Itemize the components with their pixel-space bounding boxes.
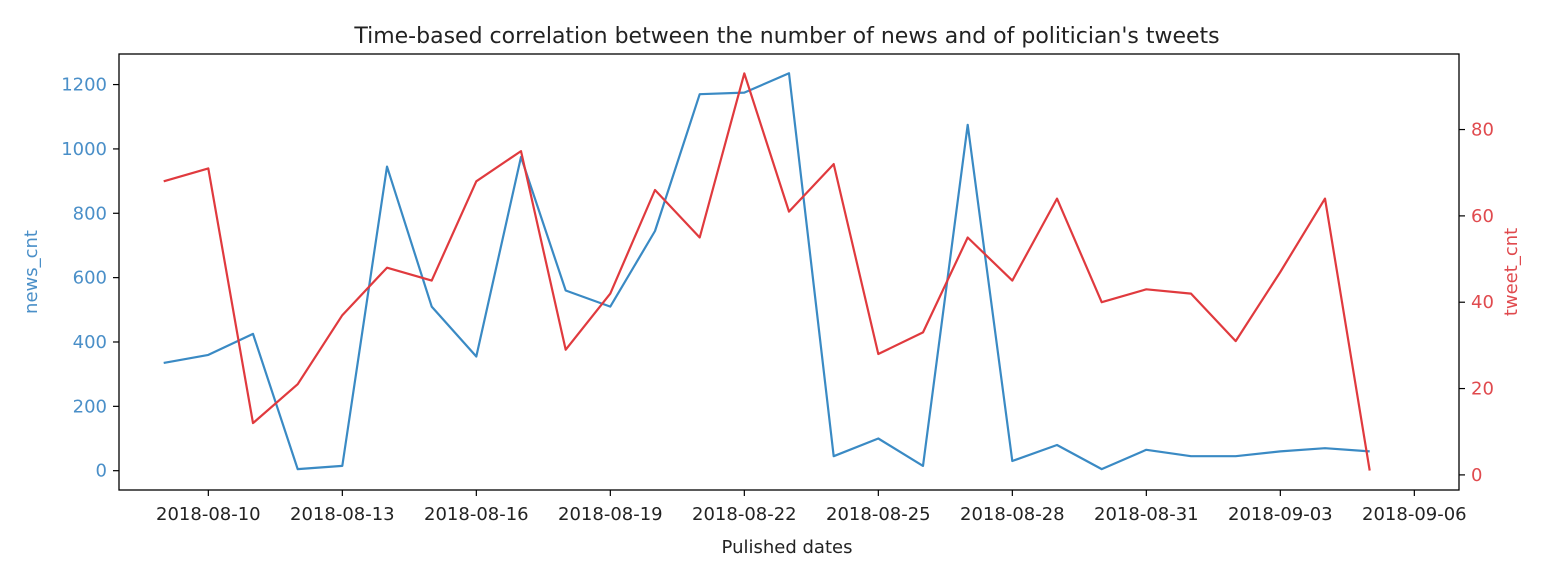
y-left-tick-label: 800 <box>73 203 107 224</box>
x-axis-label: Pulished dates <box>722 537 853 558</box>
y-left-tick-label: 600 <box>73 268 107 289</box>
axes-layer <box>118 53 1460 491</box>
y-left-tick-label: 200 <box>73 396 107 417</box>
y-right-tick-label: 80 <box>1471 120 1494 141</box>
y-left-tick-label: 1000 <box>61 139 107 160</box>
y-left-tick-label: 400 <box>73 332 107 353</box>
y-right-tick-label: 60 <box>1471 206 1494 227</box>
x-tick-label: 2018-08-16 <box>424 504 529 525</box>
x-tick-label: 2018-08-25 <box>826 504 931 525</box>
y-left-tick-label: 1200 <box>61 75 107 96</box>
y-right-tick-label: 0 <box>1471 465 1482 486</box>
x-tick-label: 2018-09-06 <box>1362 504 1467 525</box>
y-axis-right-label: tweet_cnt <box>1501 228 1522 316</box>
chart-title: Time-based correlation between the numbe… <box>353 24 1219 49</box>
series-line-news-cnt <box>163 72 1370 471</box>
x-axis: 2018-08-10 2018-08-13 2018-08-16 2018-08-19… <box>156 490 1467 525</box>
x-tick-label: 2018-08-10 <box>156 504 261 525</box>
y-axis-left-label: news_cnt <box>21 230 42 314</box>
x-tick-label: 2018-09-03 <box>1228 504 1333 525</box>
y-axis-right: 0 20 40 60 80 <box>1459 120 1494 486</box>
x-tick-label: 2018-08-31 <box>1094 504 1199 525</box>
plot-frame <box>118 53 1460 491</box>
x-tick-label: 2018-08-19 <box>558 504 663 525</box>
y-axis-left: 0 200 400 600 800 1000 1200 <box>61 75 119 482</box>
series-line-tweet-cnt <box>163 72 1371 471</box>
y-left-tick-label: 0 <box>96 461 107 482</box>
y-right-tick-label: 20 <box>1471 379 1494 400</box>
series-layer <box>163 72 1371 471</box>
x-tick-label: 2018-08-28 <box>960 504 1065 525</box>
x-tick-label: 2018-08-22 <box>692 504 797 525</box>
x-tick-label: 2018-08-13 <box>290 504 395 525</box>
y-right-tick-label: 40 <box>1471 292 1494 313</box>
